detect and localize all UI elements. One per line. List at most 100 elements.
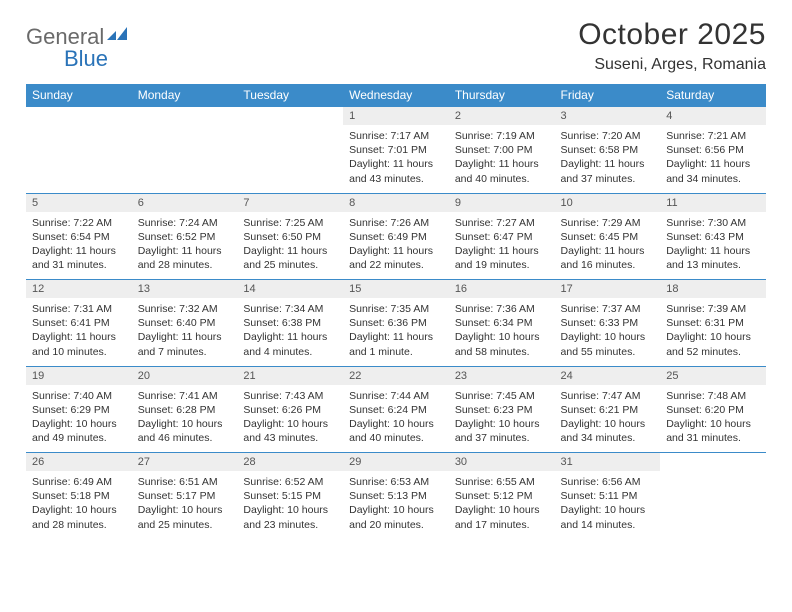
- daylight-text: and 34 minutes.: [666, 172, 760, 186]
- daylight-text: Daylight: 10 hours: [455, 330, 549, 344]
- day-number-cell: 27: [132, 453, 238, 472]
- day-body-row: Sunrise: 7:22 AMSunset: 6:54 PM Daylight:…: [26, 212, 766, 280]
- daylight-text: Daylight: 10 hours: [666, 330, 760, 344]
- day-number-cell: 13: [132, 280, 238, 299]
- sunrise-text: Sunrise: 6:53 AM: [349, 475, 443, 489]
- sunrise-text: Sunrise: 7:29 AM: [561, 216, 655, 230]
- sunrise-text: Sunrise: 7:30 AM: [666, 216, 760, 230]
- sunrise-text: Sunrise: 6:51 AM: [138, 475, 232, 489]
- sunrise-text: Sunrise: 7:21 AM: [666, 129, 760, 143]
- sunset-text: Sunset: 6:54 PM: [32, 230, 126, 244]
- sunset-text: Sunset: 6:40 PM: [138, 316, 232, 330]
- day-body-cell: Sunrise: 7:17 AMSunset: 7:01 PMDaylight:…: [343, 125, 449, 193]
- day-body-cell: Sunrise: 7:40 AMSunset: 6:29 PMDaylight:…: [26, 385, 132, 453]
- day-number-cell: 11: [660, 193, 766, 212]
- daylight-text: Daylight: 11 hours: [561, 157, 655, 171]
- daylight-text: and 43 minutes.: [243, 431, 337, 445]
- daylight-text: and 37 minutes.: [561, 172, 655, 186]
- sunrise-text: Sunrise: 7:26 AM: [349, 216, 443, 230]
- daylight-text: Daylight: 10 hours: [243, 503, 337, 517]
- day-number-cell: 17: [555, 280, 661, 299]
- daylight-text: and 14 minutes.: [561, 518, 655, 532]
- daylight-text: and 10 minutes.: [32, 345, 126, 359]
- day-body-cell: Sunrise: 7:47 AMSunset: 6:21 PMDaylight:…: [555, 385, 661, 453]
- day-body-cell: Sunrise: 7:35 AMSunset: 6:36 PMDaylight:…: [343, 298, 449, 366]
- daylight-text: Daylight: 10 hours: [455, 503, 549, 517]
- day-body-row: Sunrise: 7:31 AMSunset: 6:41 PMDaylight:…: [26, 298, 766, 366]
- day-body-cell: [132, 125, 238, 193]
- sunset-text: Sunset: 6:36 PM: [349, 316, 443, 330]
- sunrise-text: Sunrise: 7:40 AM: [32, 389, 126, 403]
- daylight-text: and 25 minutes.: [138, 518, 232, 532]
- daynum-row: 12131415161718: [26, 280, 766, 299]
- day-body-cell: Sunrise: 6:51 AMSunset: 5:17 PMDaylight:…: [132, 471, 238, 539]
- day-number-cell: 22: [343, 366, 449, 385]
- day-body-cell: Sunrise: 7:41 AMSunset: 6:28 PMDaylight:…: [132, 385, 238, 453]
- logo-text-2: Blue: [64, 46, 108, 72]
- daylight-text: and 16 minutes.: [561, 258, 655, 272]
- sunrise-text: Sunrise: 7:45 AM: [455, 389, 549, 403]
- day-number-cell: 16: [449, 280, 555, 299]
- daylight-text: Daylight: 11 hours: [243, 244, 337, 258]
- daylight-text: Daylight: 10 hours: [32, 503, 126, 517]
- daylight-text: Daylight: 10 hours: [349, 503, 443, 517]
- day-number-cell: 30: [449, 453, 555, 472]
- day-body-cell: Sunrise: 7:48 AMSunset: 6:20 PMDaylight:…: [660, 385, 766, 453]
- day-body-cell: Sunrise: 7:43 AMSunset: 6:26 PMDaylight:…: [237, 385, 343, 453]
- daylight-text: and 7 minutes.: [138, 345, 232, 359]
- sunrise-text: Sunrise: 6:56 AM: [561, 475, 655, 489]
- calendar-page: GeneralBlue October 2025 Suseni, Arges, …: [0, 0, 792, 539]
- day-body-cell: Sunrise: 7:32 AMSunset: 6:40 PMDaylight:…: [132, 298, 238, 366]
- day-header: Thursday: [449, 84, 555, 107]
- sunset-text: Sunset: 5:11 PM: [561, 489, 655, 503]
- sunset-text: Sunset: 6:28 PM: [138, 403, 232, 417]
- day-header: Monday: [132, 84, 238, 107]
- day-number-cell: 29: [343, 453, 449, 472]
- sunrise-text: Sunrise: 7:32 AM: [138, 302, 232, 316]
- title-block: October 2025 Suseni, Arges, Romania: [578, 18, 766, 74]
- daylight-text: and 31 minutes.: [32, 258, 126, 272]
- daylight-text: Daylight: 11 hours: [666, 244, 760, 258]
- day-number-cell: 2: [449, 107, 555, 126]
- day-body-row: Sunrise: 6:49 AMSunset: 5:18 PMDaylight:…: [26, 471, 766, 539]
- sunrise-text: Sunrise: 7:37 AM: [561, 302, 655, 316]
- sunrise-text: Sunrise: 6:49 AM: [32, 475, 126, 489]
- daylight-text: Daylight: 10 hours: [138, 503, 232, 517]
- sunrise-text: Sunrise: 7:22 AM: [32, 216, 126, 230]
- daylight-text: Daylight: 11 hours: [455, 244, 549, 258]
- daynum-row: 19202122232425: [26, 366, 766, 385]
- calendar-body: 1234Sunrise: 7:17 AMSunset: 7:01 PMDayli…: [26, 107, 766, 540]
- daylight-text: and 28 minutes.: [32, 518, 126, 532]
- daylight-text: and 1 minute.: [349, 345, 443, 359]
- daylight-text: and 17 minutes.: [455, 518, 549, 532]
- page-header: GeneralBlue October 2025 Suseni, Arges, …: [26, 18, 766, 74]
- sunrise-text: Sunrise: 7:41 AM: [138, 389, 232, 403]
- daylight-text: Daylight: 10 hours: [243, 417, 337, 431]
- day-body-row: Sunrise: 7:17 AMSunset: 7:01 PMDaylight:…: [26, 125, 766, 193]
- day-number-cell: 10: [555, 193, 661, 212]
- day-body-cell: [660, 471, 766, 539]
- day-number-cell: [660, 453, 766, 472]
- daylight-text: and 20 minutes.: [349, 518, 443, 532]
- sunrise-text: Sunrise: 7:31 AM: [32, 302, 126, 316]
- daylight-text: Daylight: 11 hours: [243, 330, 337, 344]
- day-body-cell: Sunrise: 6:49 AMSunset: 5:18 PMDaylight:…: [26, 471, 132, 539]
- day-body-cell: Sunrise: 6:55 AMSunset: 5:12 PMDaylight:…: [449, 471, 555, 539]
- daylight-text: and 49 minutes.: [32, 431, 126, 445]
- day-body-cell: Sunrise: 7:22 AMSunset: 6:54 PMDaylight:…: [26, 212, 132, 280]
- daylight-text: and 19 minutes.: [455, 258, 549, 272]
- sunset-text: Sunset: 6:45 PM: [561, 230, 655, 244]
- day-number-cell: 5: [26, 193, 132, 212]
- daylight-text: Daylight: 11 hours: [138, 330, 232, 344]
- daylight-text: and 46 minutes.: [138, 431, 232, 445]
- sunrise-text: Sunrise: 6:55 AM: [455, 475, 549, 489]
- day-body-cell: Sunrise: 7:24 AMSunset: 6:52 PMDaylight:…: [132, 212, 238, 280]
- sunset-text: Sunset: 6:21 PM: [561, 403, 655, 417]
- sunset-text: Sunset: 6:23 PM: [455, 403, 549, 417]
- sunset-text: Sunset: 6:26 PM: [243, 403, 337, 417]
- daylight-text: and 13 minutes.: [666, 258, 760, 272]
- sunrise-text: Sunrise: 7:48 AM: [666, 389, 760, 403]
- day-body-cell: Sunrise: 7:36 AMSunset: 6:34 PMDaylight:…: [449, 298, 555, 366]
- daynum-row: 567891011: [26, 193, 766, 212]
- day-body-cell: Sunrise: 6:56 AMSunset: 5:11 PMDaylight:…: [555, 471, 661, 539]
